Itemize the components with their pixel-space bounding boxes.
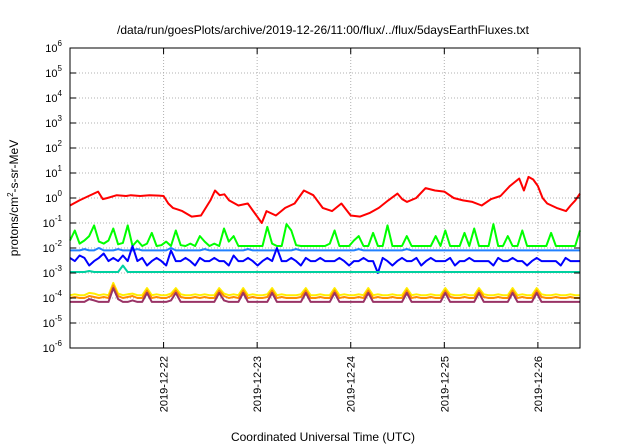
y-tick-label: 10-3 bbox=[43, 264, 63, 280]
x-tick-label: 2019-12-22 bbox=[159, 356, 171, 412]
x-tick-label: 2019-12-26 bbox=[533, 356, 545, 412]
series-line bbox=[70, 264, 580, 273]
y-tick-exponent: 0 bbox=[58, 189, 63, 198]
x-axis-label: Coordinated Universal Time (UTC) bbox=[231, 430, 415, 444]
y-tick-label: 10-2 bbox=[43, 239, 63, 255]
y-tick-exponent: -4 bbox=[55, 289, 63, 298]
y-tick-label: 10-5 bbox=[43, 314, 63, 330]
y-tick-exponent: 5 bbox=[58, 64, 63, 73]
series-line bbox=[69, 281, 580, 297]
x-tick-label: 2019-12-25 bbox=[439, 356, 451, 412]
y-tick-exponent: -1 bbox=[55, 214, 63, 223]
y-tick-base: 10 bbox=[45, 68, 57, 80]
y-tick-base: 10 bbox=[45, 168, 57, 180]
y-tick-label: 100 bbox=[45, 189, 62, 205]
y-tick-exponent: 6 bbox=[58, 39, 63, 48]
y-tick-base: 10 bbox=[43, 218, 55, 230]
series-line bbox=[70, 287, 580, 303]
x-tick-label: 2019-12-23 bbox=[252, 356, 264, 412]
y-tick-base: 10 bbox=[45, 118, 57, 130]
y-tick-exponent: 4 bbox=[58, 89, 63, 98]
y-tick-label: 10-1 bbox=[43, 214, 63, 230]
axes-group: 10-610-510-410-310-210-11001011021031041… bbox=[43, 39, 580, 412]
y-tick-label: 10-4 bbox=[43, 289, 63, 305]
y-tick-label: 104 bbox=[45, 89, 62, 105]
y-tick-exponent: -6 bbox=[55, 339, 63, 348]
y-tick-label: 106 bbox=[45, 39, 62, 55]
series-line bbox=[69, 175, 581, 224]
y-tick-label: 105 bbox=[45, 64, 62, 80]
y-tick-exponent: 2 bbox=[58, 139, 63, 148]
y-tick-label: 103 bbox=[45, 114, 62, 130]
y-tick-base: 10 bbox=[43, 343, 55, 355]
y-tick-exponent: -5 bbox=[55, 314, 63, 323]
y-tick-base: 10 bbox=[45, 93, 57, 105]
y-axis-label-sup: 2 bbox=[6, 192, 15, 197]
y-tick-base: 10 bbox=[45, 43, 57, 55]
y-tick-exponent: 3 bbox=[58, 114, 63, 123]
y-tick-base: 10 bbox=[45, 193, 57, 205]
y-axis-label-pre: protons/cm bbox=[7, 197, 21, 256]
series-line bbox=[70, 247, 580, 252]
series-line bbox=[69, 245, 580, 274]
y-tick-base: 10 bbox=[43, 243, 55, 255]
series-group bbox=[69, 175, 581, 303]
y-tick-exponent: -2 bbox=[55, 239, 63, 248]
chart-title: /data/run/goesPlots/archive/2019-12-26/1… bbox=[117, 23, 530, 37]
y-tick-exponent: -3 bbox=[55, 264, 63, 273]
y-axis-label-post: -s-sr-MeV bbox=[7, 140, 21, 193]
y-tick-label: 10-6 bbox=[43, 339, 63, 355]
y-tick-base: 10 bbox=[43, 293, 55, 305]
series-line bbox=[69, 284, 580, 299]
y-tick-base: 10 bbox=[45, 143, 57, 155]
grid-lines bbox=[70, 48, 580, 348]
y-tick-exponent: 1 bbox=[58, 164, 63, 173]
y-tick-label: 102 bbox=[45, 139, 62, 155]
y-tick-label: 101 bbox=[45, 164, 62, 180]
y-tick-base: 10 bbox=[43, 318, 55, 330]
y-axis-label: protons/cm2-s-sr-MeV bbox=[6, 140, 21, 256]
y-tick-base: 10 bbox=[43, 268, 55, 280]
x-tick-label: 2019-12-24 bbox=[346, 356, 358, 412]
series-line bbox=[69, 223, 581, 247]
